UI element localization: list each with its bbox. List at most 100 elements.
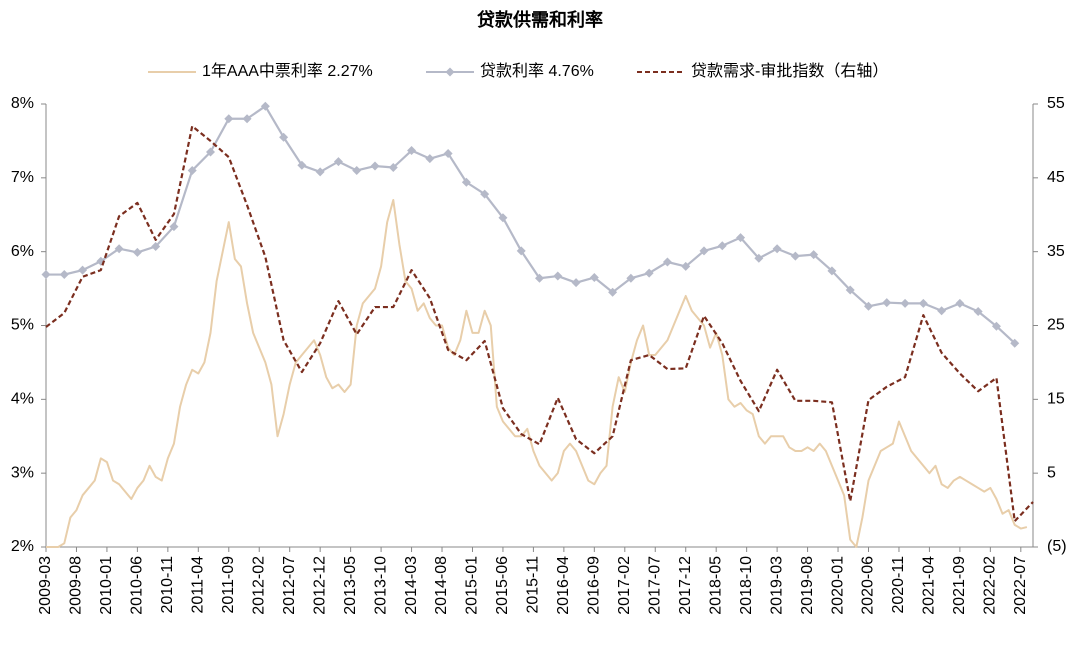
- x-tick-label: 2020-06: [860, 556, 877, 615]
- data-point: [937, 306, 947, 316]
- x-tick-label: 2010-01: [98, 556, 115, 615]
- y-tick-label: 6%: [11, 243, 34, 260]
- data-point: [297, 160, 307, 170]
- x-tick-label: 2012-02: [250, 556, 267, 615]
- data-point: [681, 261, 691, 271]
- x-tick-label: 2019-08: [799, 556, 816, 615]
- x-tick-label: 2009-03: [37, 556, 54, 615]
- series-line: [45, 125, 1034, 523]
- data-point: [644, 268, 654, 278]
- data-point: [425, 154, 435, 164]
- y2-tick-label: (5): [1047, 538, 1067, 555]
- y-tick-label: 3%: [11, 464, 34, 481]
- x-tick-label: 2014-03: [403, 556, 420, 615]
- data-point: [900, 298, 910, 308]
- data-point: [260, 101, 270, 111]
- data-point: [955, 298, 965, 308]
- legend-label: 1年AAA中票利率 2.27%: [202, 62, 373, 80]
- data-point: [370, 161, 380, 171]
- x-tick-label: 2016-09: [586, 556, 603, 615]
- data-point: [461, 177, 471, 187]
- y2-tick-label: 45: [1047, 169, 1065, 186]
- x-tick-label: 2019-03: [768, 556, 785, 615]
- data-point: [132, 247, 142, 257]
- y-tick-label: 8%: [11, 95, 34, 112]
- x-tick-label: 2020-01: [829, 556, 846, 615]
- y-tick-label: 5%: [11, 317, 34, 334]
- y2-tick-label: 15: [1047, 391, 1065, 408]
- x-tick-label: 2009-08: [68, 556, 85, 615]
- data-point: [78, 265, 88, 275]
- data-point: [973, 306, 983, 316]
- data-point: [1010, 338, 1020, 348]
- data-point: [918, 298, 928, 308]
- data-point: [553, 271, 563, 281]
- x-tick-label: 2014-08: [433, 556, 450, 615]
- x-tick-label: 2022-02: [982, 556, 999, 615]
- series-line: [46, 198, 1028, 548]
- chart-title: 贷款供需和利率: [477, 9, 603, 30]
- y-tick-label: 7%: [11, 169, 34, 186]
- data-point: [535, 273, 544, 283]
- data-point: [315, 167, 325, 177]
- series-line: [46, 105, 1016, 345]
- y2-tick-label: 35: [1047, 243, 1065, 260]
- x-tick-label: 2015-11: [525, 556, 542, 614]
- data-point: [589, 273, 599, 283]
- x-tick-label: 2016-04: [555, 556, 572, 615]
- data-point: [279, 132, 289, 142]
- data-point: [114, 244, 124, 254]
- data-point: [608, 287, 618, 297]
- data-point: [571, 278, 581, 288]
- x-tick-label: 2015-06: [494, 556, 511, 615]
- data-point: [516, 246, 526, 256]
- data-point: [717, 241, 727, 251]
- x-tick-label: 2017-12: [677, 556, 694, 615]
- x-tick-label: 2013-10: [372, 556, 389, 615]
- data-point: [41, 270, 51, 280]
- x-tick-label: 2012-07: [281, 556, 298, 615]
- data-point: [991, 321, 1001, 331]
- data-point: [882, 298, 892, 308]
- x-tick-label: 2015-01: [464, 556, 481, 615]
- y2-tick-label: 25: [1047, 317, 1065, 334]
- data-point: [187, 165, 197, 175]
- x-tick-label: 2017-02: [616, 556, 633, 615]
- x-tick-label: 2021-04: [921, 556, 938, 615]
- data-point: [443, 148, 453, 158]
- x-tick-label: 2018-05: [707, 556, 724, 615]
- legend-marker: [445, 67, 455, 77]
- data-point: [626, 273, 636, 283]
- data-point: [809, 250, 819, 260]
- x-tick-label: 2022-07: [1012, 556, 1029, 615]
- data-point: [206, 147, 215, 157]
- y-tick-label: 4%: [11, 391, 34, 408]
- data-point: [242, 114, 252, 124]
- x-tick-label: 2020-11: [890, 556, 907, 614]
- y2-tick-label: 5: [1047, 464, 1056, 481]
- x-tick-label: 2013-05: [342, 556, 359, 615]
- data-point: [827, 266, 837, 276]
- x-tick-label: 2017-07: [646, 556, 663, 615]
- x-tick-label: 2010-06: [129, 556, 146, 615]
- data-point: [224, 114, 234, 124]
- data-point: [736, 233, 746, 243]
- data-point: [407, 146, 417, 156]
- x-tick-label: 2018-10: [738, 556, 755, 615]
- data-point: [498, 213, 508, 223]
- data-point: [662, 257, 672, 267]
- legend-label: 贷款需求-审批指数（右轴）: [691, 62, 888, 80]
- data-point: [845, 285, 855, 295]
- x-tick-label: 2021-09: [951, 556, 968, 615]
- legend-label: 贷款利率 4.76%: [480, 62, 594, 80]
- x-tick-label: 2011-04: [190, 556, 207, 614]
- data-point: [151, 241, 161, 251]
- x-tick-label: 2012-12: [311, 556, 328, 615]
- data-point: [59, 270, 69, 280]
- data-point: [333, 157, 343, 167]
- data-point: [699, 246, 709, 256]
- x-tick-label: 2010-11: [159, 556, 176, 614]
- data-point: [388, 162, 398, 172]
- y2-tick-label: 55: [1047, 95, 1065, 112]
